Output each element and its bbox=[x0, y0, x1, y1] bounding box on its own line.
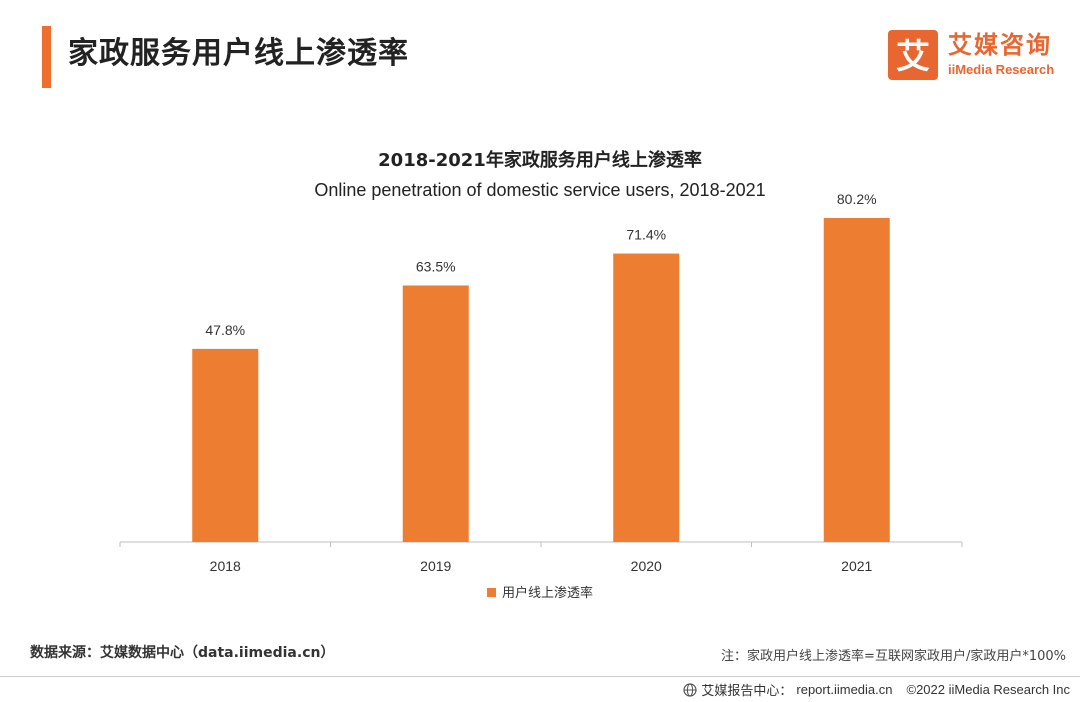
data-label-2018: 47.8% bbox=[205, 322, 245, 338]
chart-legend: 用户线上渗透率 bbox=[0, 582, 1080, 601]
title-accent-bar bbox=[42, 26, 51, 88]
bar-2019 bbox=[402, 285, 469, 542]
footer-url-link[interactable]: report.iimedia.cn bbox=[796, 682, 893, 697]
data-label-2020: 71.4% bbox=[626, 227, 666, 243]
bar-2021 bbox=[823, 217, 890, 542]
chart-subtitle: Online penetration of domestic service u… bbox=[314, 180, 766, 200]
data-label-2019: 63.5% bbox=[416, 258, 456, 274]
footer-copyright: ©2022 iiMedia Research Inc bbox=[906, 682, 1071, 697]
footer-center-label: 艾媒报告中心： bbox=[701, 684, 793, 699]
x-tick-label-2019: 2019 bbox=[420, 558, 451, 574]
chart-title: 2018-2021年家政服务用户线上渗透率 bbox=[378, 150, 702, 171]
bar-2020 bbox=[613, 253, 680, 542]
footer: 艾媒报告中心： report.iimedia.cn ©2022 iiMedia … bbox=[683, 680, 1070, 699]
logo-mark-char: 艾 bbox=[896, 37, 930, 77]
footnote: 注：家政用户线上渗透率=互联网家政用户/家政用户*100% bbox=[721, 649, 1066, 664]
logo-name-cn: 艾媒咨询 bbox=[948, 31, 1052, 59]
brand-logo[interactable]: 艾 艾媒咨询 iiMedia Research bbox=[888, 30, 1068, 82]
x-tick-label-2021: 2021 bbox=[841, 558, 872, 574]
globe-icon bbox=[683, 682, 697, 697]
legend-swatch bbox=[486, 588, 496, 597]
x-tick-label-2020: 2020 bbox=[631, 558, 662, 574]
x-tick-label-2018: 2018 bbox=[210, 558, 241, 574]
page-title: 家政服务用户线上渗透率 bbox=[68, 36, 409, 71]
data-source: 数据来源：艾媒数据中心（data.iimedia.cn） bbox=[30, 645, 335, 661]
footer-divider bbox=[0, 676, 1080, 677]
logo-name-en: iiMedia Research bbox=[948, 62, 1055, 77]
bar-2018 bbox=[192, 348, 259, 542]
legend-label: 用户线上渗透率 bbox=[501, 586, 593, 601]
data-label-2021: 80.2% bbox=[837, 191, 877, 207]
logo-mark-icon: 艾 bbox=[888, 30, 938, 80]
